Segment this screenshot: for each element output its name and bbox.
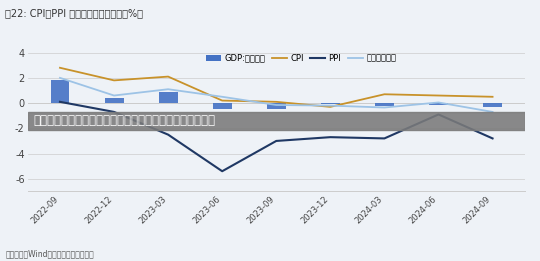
Legend: GDP:平减指数, CPI, PPI, 模拟平减指数: GDP:平减指数, CPI, PPI, 模拟平减指数 bbox=[202, 50, 400, 66]
Bar bbox=[267, 103, 286, 109]
Bar bbox=[213, 103, 232, 109]
Bar bbox=[483, 103, 502, 107]
Bar bbox=[375, 103, 394, 106]
Bar bbox=[429, 103, 448, 105]
Bar bbox=[105, 98, 124, 103]
Bar bbox=[51, 80, 70, 103]
Bar bbox=[321, 103, 340, 104]
Bar bbox=[159, 92, 178, 103]
Text: 国内消费需求修复升温，白酒股价拐点或领先于基本面拐点: 国内消费需求修复升温，白酒股价拐点或领先于基本面拐点 bbox=[33, 114, 215, 127]
Text: 图22: CPI、PPI 与平减指数同比走势（%）: 图22: CPI、PPI 与平减指数同比走势（%） bbox=[5, 8, 144, 18]
Bar bbox=[28, 112, 525, 130]
Text: 资料来源：Wind，中国银河证券研究院: 资料来源：Wind，中国银河证券研究院 bbox=[5, 250, 94, 258]
